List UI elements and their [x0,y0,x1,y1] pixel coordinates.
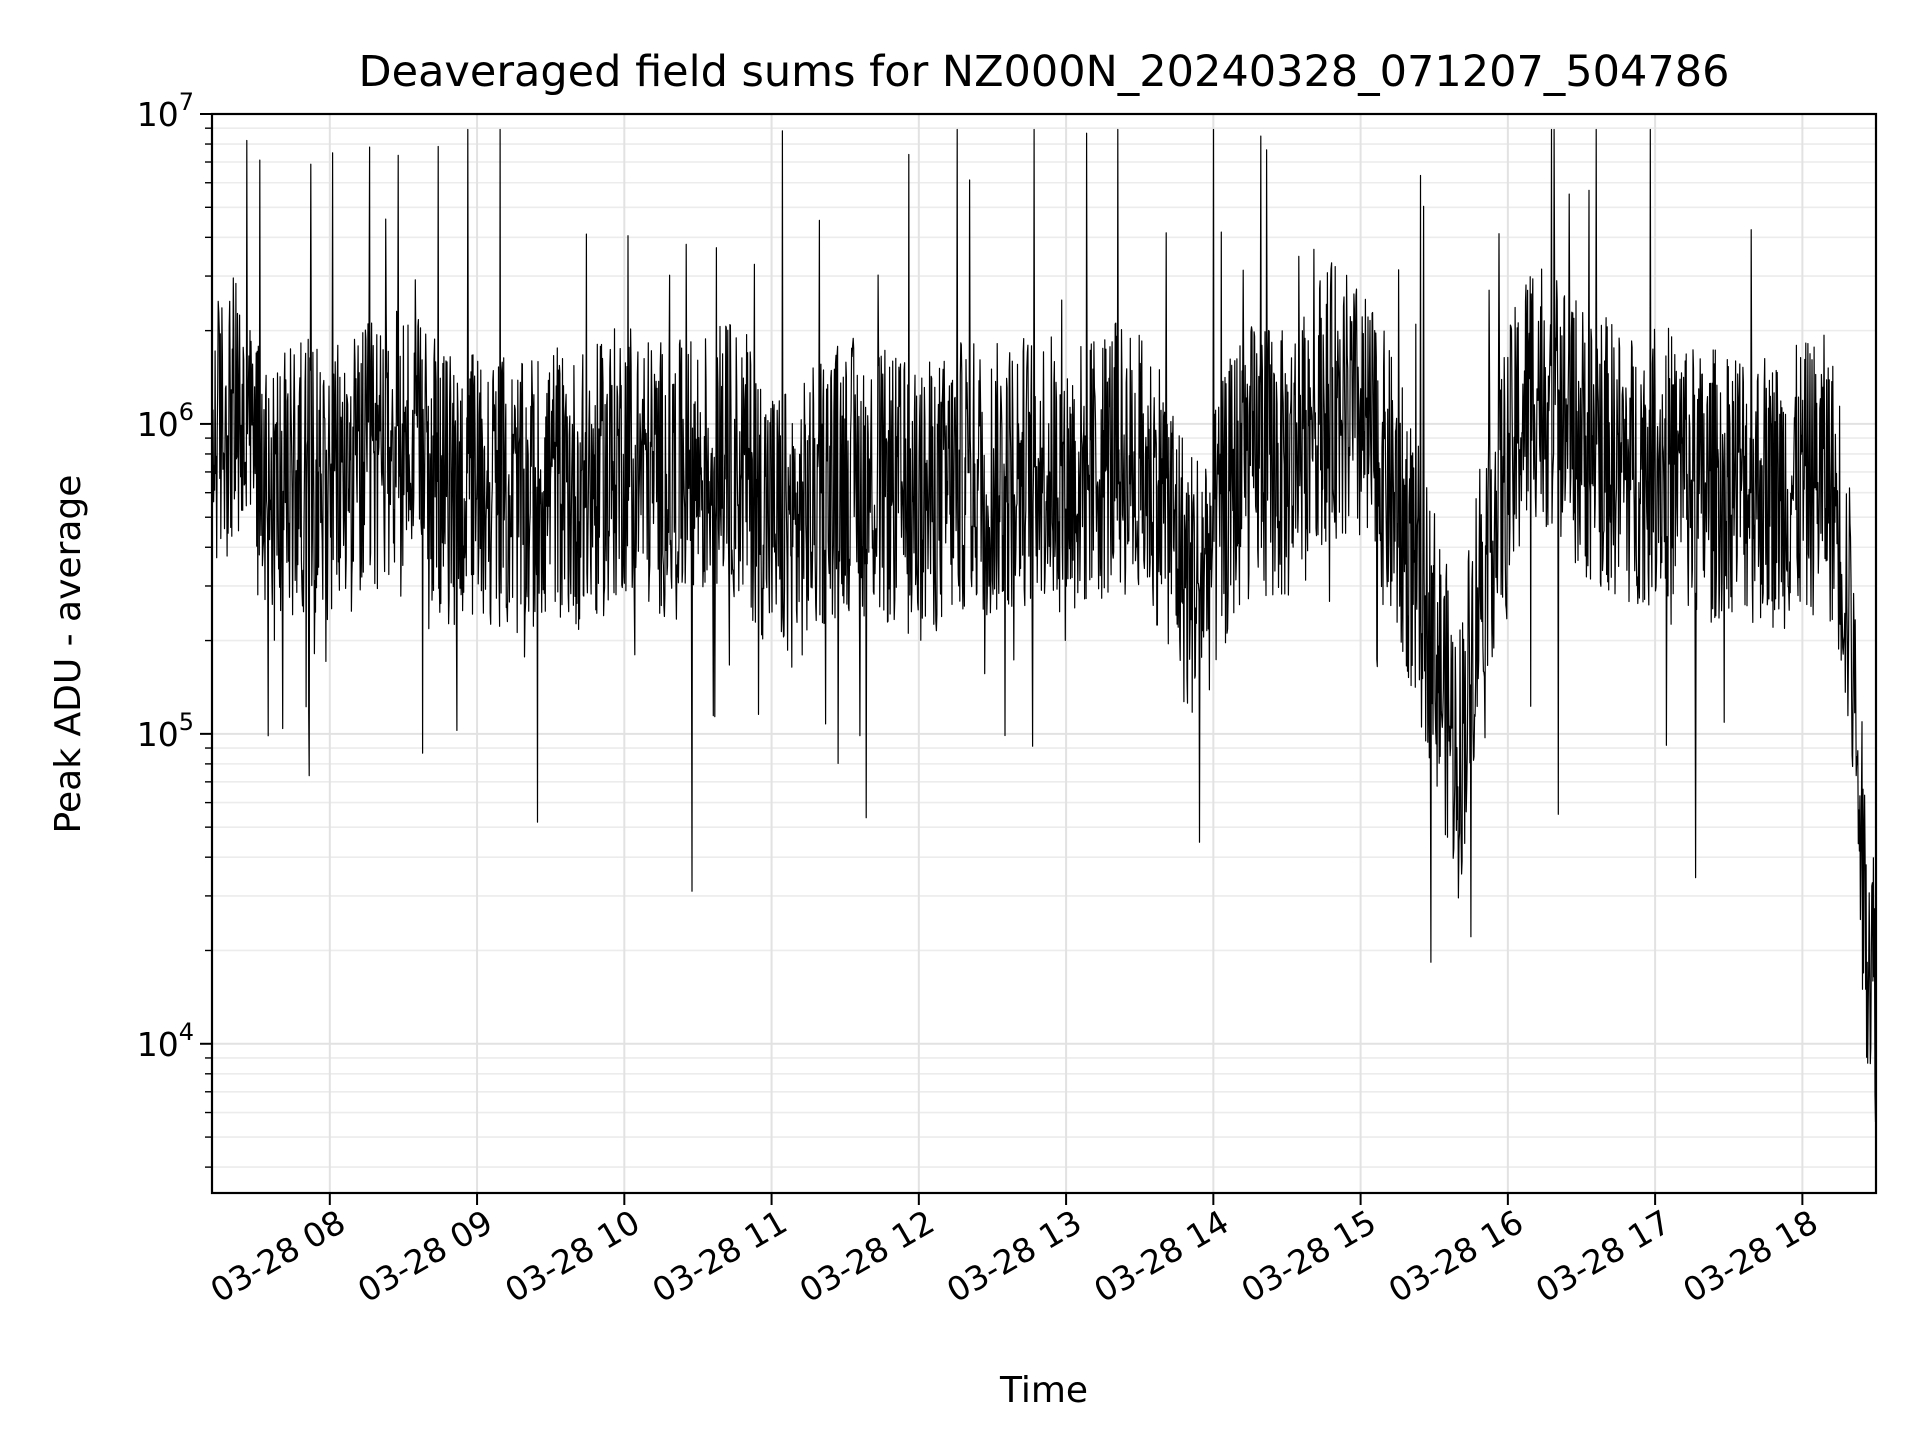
x-tick-label: 03-28 14 [1087,1202,1235,1310]
series-line [211,128,1877,1123]
x-tick-label: 03-28 13 [940,1202,1088,1310]
chart-title: Deaveraged field sums for NZ000N_2024032… [359,47,1730,97]
y-tick-label: 106 [137,398,194,444]
x-tick-label: 03-28 11 [646,1202,794,1310]
minor-gridlines [212,127,1876,1168]
x-tick-label: 03-28 12 [793,1202,941,1310]
x-axis-label: Time [999,1370,1088,1411]
x-tick-label: 03-28 10 [498,1202,646,1310]
y-tick-label: 105 [137,708,194,754]
x-tick-label: 03-28 17 [1529,1202,1677,1310]
x-tick-label: 03-28 16 [1382,1202,1530,1310]
x-tick-labels: 03-28 08 03-28 09 03-28 10 03-28 11 03-28 12… [204,1202,1825,1310]
y-tick-labels: 104 105 106 107 [137,88,194,1064]
x-tick-label: 03-28 18 [1676,1202,1824,1310]
x-tick-label: 03-28 15 [1235,1202,1383,1310]
x-tick-label: 03-28 08 [204,1202,352,1310]
y-axis-label: Peak ADU - average [48,475,89,834]
axis-ticks [200,113,1804,1205]
plot-frame [210,112,1878,1195]
x-tick-label: 03-28 09 [351,1202,499,1310]
y-tick-label: 107 [137,88,194,134]
y-tick-label: 104 [137,1018,194,1064]
